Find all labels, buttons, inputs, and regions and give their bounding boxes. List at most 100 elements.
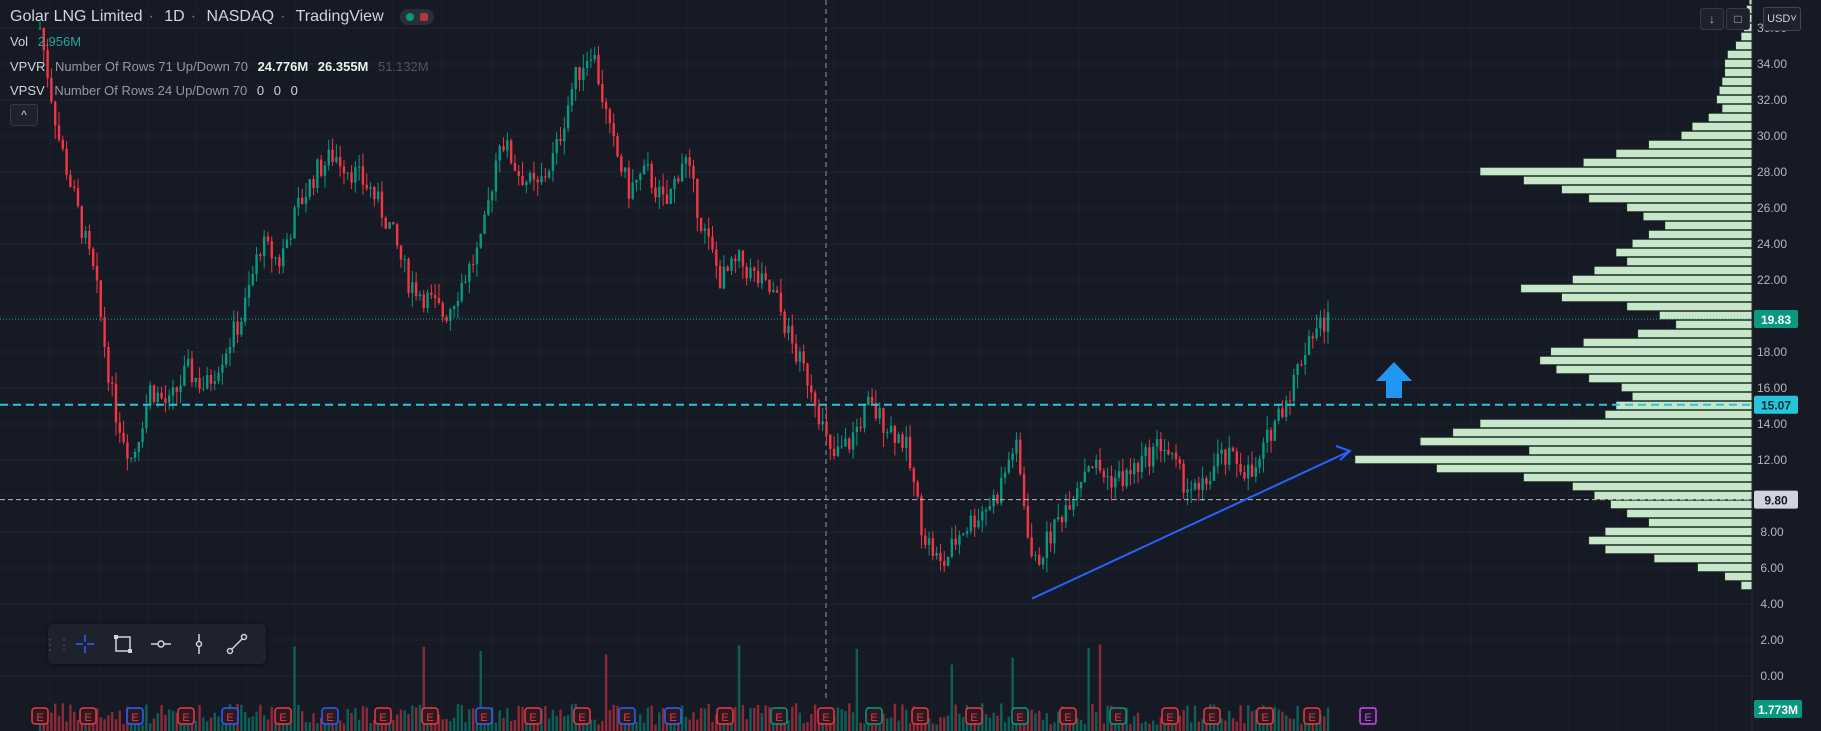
volume-profile-bar [1724, 59, 1753, 68]
volume-profile-bar [1724, 572, 1753, 581]
candle-body [954, 538, 957, 545]
volume-bar [114, 719, 118, 731]
candle-body [1038, 555, 1041, 565]
candle-body [160, 392, 163, 399]
candle-body [490, 191, 494, 201]
earnings-event-icon [664, 707, 682, 725]
candlestick-series [38, 20, 1330, 573]
candle-body [1285, 400, 1288, 417]
volume-bar [479, 650, 482, 731]
volume-bar [908, 723, 912, 731]
candle-body [1110, 476, 1113, 488]
volume-bar [798, 712, 802, 731]
crosshair-tool-button[interactable] [66, 624, 104, 664]
vpsv-value-2: 0 [273, 83, 281, 98]
candle-body [1193, 482, 1197, 490]
vol-legend[interactable]: Vol 2.956M [10, 34, 87, 49]
candle-body [209, 374, 213, 384]
candle-body [646, 163, 650, 166]
candle-body [772, 290, 775, 293]
currency-selector[interactable]: USD˅ [1763, 7, 1801, 31]
volume-bar [1285, 715, 1288, 731]
price-tick-label: 14.00 [1757, 417, 1787, 431]
volume-bar [756, 705, 760, 731]
vertical-line-tool-button[interactable] [180, 624, 218, 664]
candle-body [810, 385, 813, 393]
candle-body [57, 125, 61, 140]
candle-body [851, 432, 855, 450]
candle-body [1216, 453, 1220, 467]
volume-bar [737, 645, 741, 731]
price-axis[interactable]: 36.0034.0032.0030.0028.0026.0024.0022.00… [1751, 0, 1821, 731]
trend-line[interactable] [1031, 362, 1412, 600]
volume-bar [962, 716, 965, 731]
volume-bar [293, 646, 296, 731]
volume-bar [661, 708, 665, 731]
horizontal-line-tool-button[interactable] [142, 624, 180, 664]
candle-body [1326, 312, 1330, 332]
market-status-badge[interactable] [400, 8, 435, 25]
fullscreen-button[interactable]: □ [1726, 8, 1750, 30]
vpvr-legend[interactable]: VPVR Number Of Rows 71 Up/Down 70 24.776… [10, 59, 435, 74]
volume-bar [175, 712, 178, 731]
vpsv-params: Number Of Rows 24 Up/Down 70 [54, 83, 248, 98]
candle-body [760, 273, 764, 284]
volume-bar [464, 722, 467, 731]
volume-profile-bar [1436, 464, 1753, 473]
volume-bar [312, 713, 315, 731]
volume-profile-bar [1648, 230, 1753, 239]
horizontal-levels[interactable] [0, 318, 1752, 501]
earnings-event-label: E [131, 712, 138, 724]
drag-handle-icon[interactable]: ⋮⋮ [43, 635, 71, 652]
volume-bar [764, 705, 767, 731]
candle-body [373, 187, 376, 200]
volume-bar [266, 719, 270, 731]
rectangle-tool-button[interactable] [104, 624, 142, 664]
volume-profile-bar [1724, 68, 1753, 77]
scroll-down-button[interactable]: ↓ [1700, 8, 1724, 30]
candle-body [346, 172, 349, 174]
candle-body [734, 258, 737, 262]
candle-body [806, 363, 809, 386]
candle-body [247, 285, 251, 298]
candle-body [156, 392, 159, 403]
volume-bar [1083, 724, 1087, 731]
volume-bar [555, 715, 558, 731]
candle-body [202, 388, 205, 390]
volume-profile-bar [1632, 392, 1753, 401]
earnings-event-icon [1161, 707, 1179, 725]
volume-bar [407, 713, 410, 731]
volume-bar [513, 719, 517, 731]
volume-profile-bar [1615, 149, 1753, 158]
collapse-legend-button[interactable]: ^ [10, 104, 38, 126]
candle-body [745, 266, 748, 279]
candle-body [677, 178, 680, 182]
candle-body [243, 297, 247, 322]
candle-body [198, 378, 201, 389]
symbol-legend[interactable]: Golar LNG Limited · 1D · NASDAQ · TradingVi… [10, 8, 440, 26]
volume-profile-bar [1632, 239, 1753, 248]
candle-body [350, 172, 353, 183]
volume-bar [460, 704, 463, 731]
candle-body [635, 179, 638, 183]
trend-line-tool-button[interactable] [218, 624, 256, 664]
volume-profile-bar [1588, 194, 1753, 203]
vpsv-legend[interactable]: VPSV Number Of Rows 24 Up/Down 70 0 0 0 [10, 83, 304, 98]
volume-bar [338, 720, 342, 731]
candle-body [392, 222, 395, 225]
volume-bar [213, 712, 216, 731]
drawing-toolbar[interactable]: ⋮⋮ [43, 624, 266, 664]
volume-profile-bar [1626, 257, 1753, 266]
candle-body [475, 247, 479, 265]
candle-body [251, 274, 254, 286]
candle-body [783, 311, 786, 334]
volume-profile-bar [1615, 248, 1753, 257]
volume-bar [1247, 705, 1250, 731]
volume-bar [958, 713, 961, 731]
candle-body [536, 179, 539, 183]
candle-body [240, 321, 243, 335]
candle-body [532, 172, 536, 180]
volume-bar [601, 721, 604, 731]
